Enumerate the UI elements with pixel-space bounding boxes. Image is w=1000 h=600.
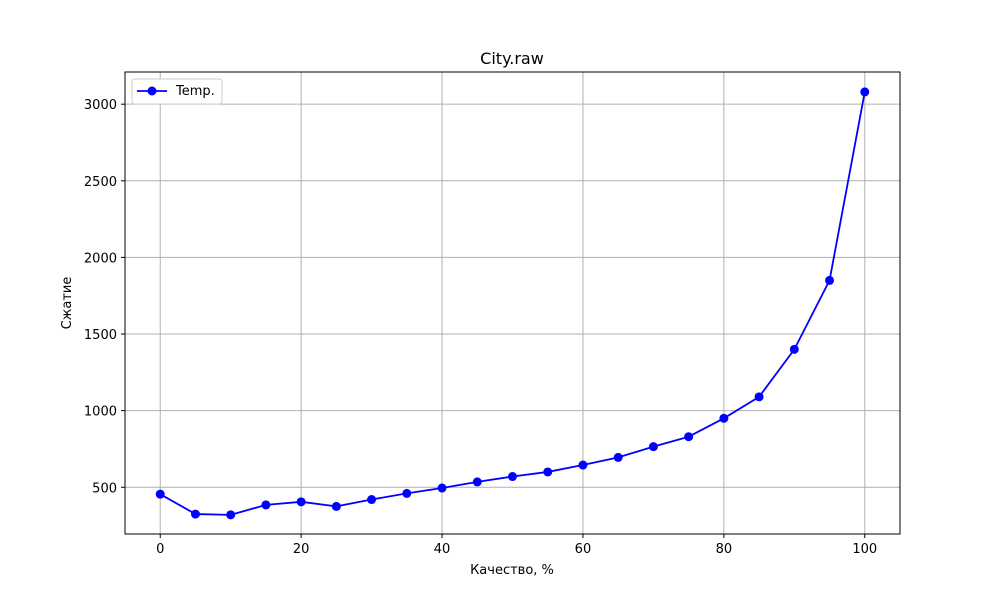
y-tick-label: 500 <box>92 481 117 496</box>
y-tick-label: 2500 <box>84 175 117 190</box>
x-tick-label: 60 <box>575 542 592 557</box>
y-tick-label: 3000 <box>84 98 117 113</box>
data-point <box>472 477 482 487</box>
data-point <box>543 467 553 477</box>
data-point <box>437 483 447 493</box>
legend-marker <box>147 86 157 96</box>
data-point <box>684 432 694 442</box>
legend: Temp. <box>131 78 223 105</box>
data-point <box>508 472 517 482</box>
data-point <box>331 501 341 511</box>
data-point <box>367 495 377 505</box>
y-axis-label: Сжатие <box>60 277 75 330</box>
data-point <box>226 510 236 520</box>
legend-label: Temp. <box>175 84 215 99</box>
data-point <box>825 275 835 285</box>
data-point <box>296 497 306 507</box>
y-tick-label: 1500 <box>84 328 117 343</box>
series-layer <box>155 87 870 520</box>
data-point <box>261 500 271 510</box>
data-point <box>613 452 623 462</box>
series-line <box>159 91 866 516</box>
data-point <box>860 87 870 97</box>
data-point <box>789 344 799 354</box>
grid <box>125 72 900 534</box>
y-tick-label: 2000 <box>84 251 117 266</box>
data-point <box>402 488 412 498</box>
y-tick-label: 1000 <box>84 405 117 420</box>
x-tick-label: 20 <box>293 542 310 557</box>
data-point <box>190 509 200 519</box>
data-point <box>578 460 588 470</box>
chart-title: City.raw <box>480 49 544 68</box>
x-tick-label: 40 <box>434 542 451 557</box>
x-tick-label: 100 <box>852 542 877 557</box>
plot-frame <box>124 71 901 535</box>
data-point <box>754 392 764 402</box>
x-tick-label: 0 <box>156 542 164 557</box>
x-axis-label: Качество, % <box>470 563 554 578</box>
legend-box <box>131 78 223 105</box>
data-point <box>719 413 729 423</box>
data-point <box>648 442 658 452</box>
axis-ticks: 0 20 40 60 80 100 500 1000 1500 2000 2500 3000 <box>84 98 877 557</box>
data-point <box>155 489 165 499</box>
x-tick-label: 80 <box>716 542 733 557</box>
